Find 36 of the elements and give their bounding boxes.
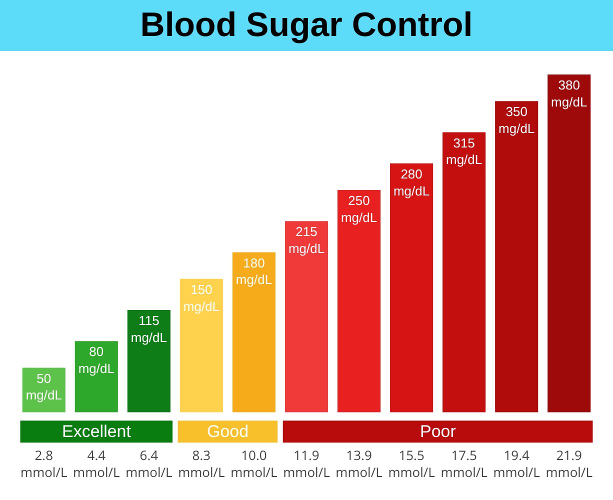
data-label: 250 mg/dL (340, 193, 378, 225)
x-tick-label: 6.4 mmol/L (126, 446, 172, 481)
bar (284, 221, 328, 412)
bar (390, 163, 434, 412)
data-label: 380 mg/dL (551, 78, 588, 110)
data-label: 280 mg/dL (393, 166, 430, 198)
data-label: 350 mg/dL (498, 104, 535, 136)
data-label: 50 mg/dL (26, 370, 62, 403)
x-tick-label: 4.4 mmol/L (73, 446, 120, 481)
x-tick-label: 17.5 mmol/L (440, 446, 488, 481)
bar (442, 132, 486, 412)
bar (74, 341, 118, 412)
series-label: Good (207, 422, 249, 441)
data-label: 215 mg/dL (288, 224, 325, 256)
data-label: 315 mg/dL (446, 135, 482, 168)
series-label: Excellent (62, 422, 132, 441)
bar (337, 190, 381, 412)
bar (548, 74, 591, 412)
x-tick-label: 10.0 mmol/L (230, 446, 278, 481)
x-tick-label: 11.9 mmol/L (283, 446, 330, 481)
bar (232, 252, 276, 412)
bar (180, 278, 223, 412)
chart-title: Blood Sugar Control (0, 0, 613, 51)
x-tick-label: 13.9 mmol/L (336, 446, 383, 481)
series-label: Poor (420, 422, 456, 441)
bar (127, 310, 170, 412)
x-tick-label: 2.8 mmol/L (20, 446, 68, 481)
data-label: 150 mg/dL (183, 282, 220, 314)
data-label: 80 mg/dL (78, 344, 114, 376)
data-label: 180 mg/dL (236, 255, 272, 288)
x-tick-label: 8.3 mmol/L (178, 446, 226, 481)
bar (495, 101, 538, 412)
data-label: 115 mg/dL (130, 313, 168, 345)
x-tick-label: 15.5 mmol/L (388, 446, 436, 481)
x-tick-label: 21.9 mmol/L (546, 446, 593, 481)
x-tick-label: 19.4 mmol/L (493, 446, 540, 481)
